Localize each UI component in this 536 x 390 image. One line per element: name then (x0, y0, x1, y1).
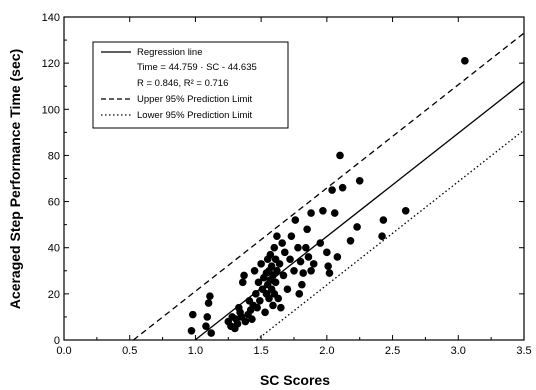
data-point (286, 255, 294, 264)
y-tick-label: 80 (48, 150, 60, 162)
data-point (240, 271, 248, 280)
y-tick-label: 60 (48, 197, 60, 209)
data-point (202, 322, 210, 330)
legend-entry-4: Upper 95% Prediction Limit (137, 94, 252, 105)
axis-ticks: 0.0 0.5 1.0 1.5 2.0 2.5 3.0 3.5 0 20 40 60 80 100 120 1… (42, 12, 532, 357)
y-axis-label: Aceraged Step Performance Time (sec) (7, 49, 23, 309)
legend-entry-1: Regression line (137, 47, 202, 58)
data-point (254, 278, 263, 287)
data-point (278, 239, 286, 247)
y-tick-label: 20 (48, 289, 60, 301)
data-point (355, 177, 364, 185)
data-point (291, 216, 300, 224)
data-point (281, 248, 289, 257)
data-point (283, 285, 292, 294)
data-point (189, 310, 197, 319)
data-point (256, 296, 264, 305)
data-point (207, 329, 215, 337)
data-point (257, 260, 265, 268)
x-tick-label: 3.5 (516, 345, 531, 357)
data-point (273, 232, 281, 240)
data-point (325, 269, 334, 277)
data-point (290, 266, 298, 275)
data-point (241, 317, 250, 326)
data-point (269, 301, 277, 310)
data-point (401, 207, 410, 215)
data-point (250, 266, 259, 275)
legend-box (92, 41, 289, 129)
data-point (261, 308, 269, 317)
x-tick-label: 1.0 (188, 345, 203, 357)
data-point (309, 260, 318, 268)
data-point (336, 151, 344, 160)
data-point (316, 239, 325, 247)
y-tick-label: 120 (42, 58, 60, 70)
data-point (303, 225, 311, 234)
data-point (378, 232, 386, 240)
data-point (203, 313, 212, 321)
data-point (338, 183, 347, 192)
legend-entry-3: R = 0.846, R² = 0.716 (137, 78, 228, 89)
x-tick-label: 2.0 (319, 345, 334, 357)
legend-entry-5: Lower 95% Prediction Limit (137, 110, 252, 121)
data-point (279, 271, 288, 280)
x-tick-label: 0.5 (122, 345, 137, 357)
data-point (204, 299, 213, 307)
data-point (233, 320, 242, 328)
legend: Regression line Time = 44.759 · SC - 44.6… (92, 41, 289, 129)
data-point (333, 253, 342, 261)
data-point (287, 232, 296, 240)
data-point (238, 278, 247, 287)
data-point (267, 262, 276, 270)
data-point (307, 266, 315, 275)
data-points (187, 57, 469, 337)
data-point (274, 294, 283, 303)
lower-prediction-limit-line (256, 129, 525, 341)
data-point (252, 290, 260, 298)
y-tick-label: 100 (42, 104, 60, 116)
x-tick-label: 2.5 (385, 345, 400, 357)
data-point (270, 243, 279, 252)
data-point (298, 280, 306, 289)
data-point (304, 253, 313, 261)
data-point (296, 257, 305, 266)
y-tick-label: 40 (48, 243, 60, 255)
regression-line (194, 81, 525, 341)
data-point (294, 243, 302, 252)
regression-lines (132, 32, 525, 341)
upper-prediction-limit-line (132, 32, 525, 341)
x-tick-label: 3.0 (451, 345, 466, 357)
data-point (248, 315, 256, 324)
data-point (346, 236, 355, 245)
data-point (353, 223, 361, 231)
data-point (277, 303, 285, 312)
data-point (271, 278, 280, 287)
data-point (379, 216, 388, 224)
data-point (187, 326, 196, 335)
data-point (253, 303, 261, 312)
data-point (266, 250, 275, 259)
y-tick-label: 140 (42, 12, 60, 24)
y-tick-label: 0 (54, 335, 60, 347)
x-tick-label: 1.5 (253, 345, 268, 357)
data-point (323, 248, 331, 257)
x-axis-label: SC Scores (260, 372, 330, 388)
data-point (299, 269, 308, 277)
data-point (324, 262, 332, 270)
data-point (330, 209, 339, 217)
data-point (328, 186, 336, 194)
data-point (275, 260, 284, 268)
legend-entry-2: Time = 44.759 · SC - 44.635 (137, 62, 257, 73)
data-point (302, 243, 310, 252)
data-point (295, 290, 304, 298)
data-point (273, 266, 281, 275)
x-tick-label: 0.0 (56, 345, 71, 357)
data-point (307, 209, 315, 217)
data-point (206, 292, 214, 300)
data-point (461, 57, 469, 65)
data-point (319, 207, 327, 215)
data-point (265, 294, 273, 303)
